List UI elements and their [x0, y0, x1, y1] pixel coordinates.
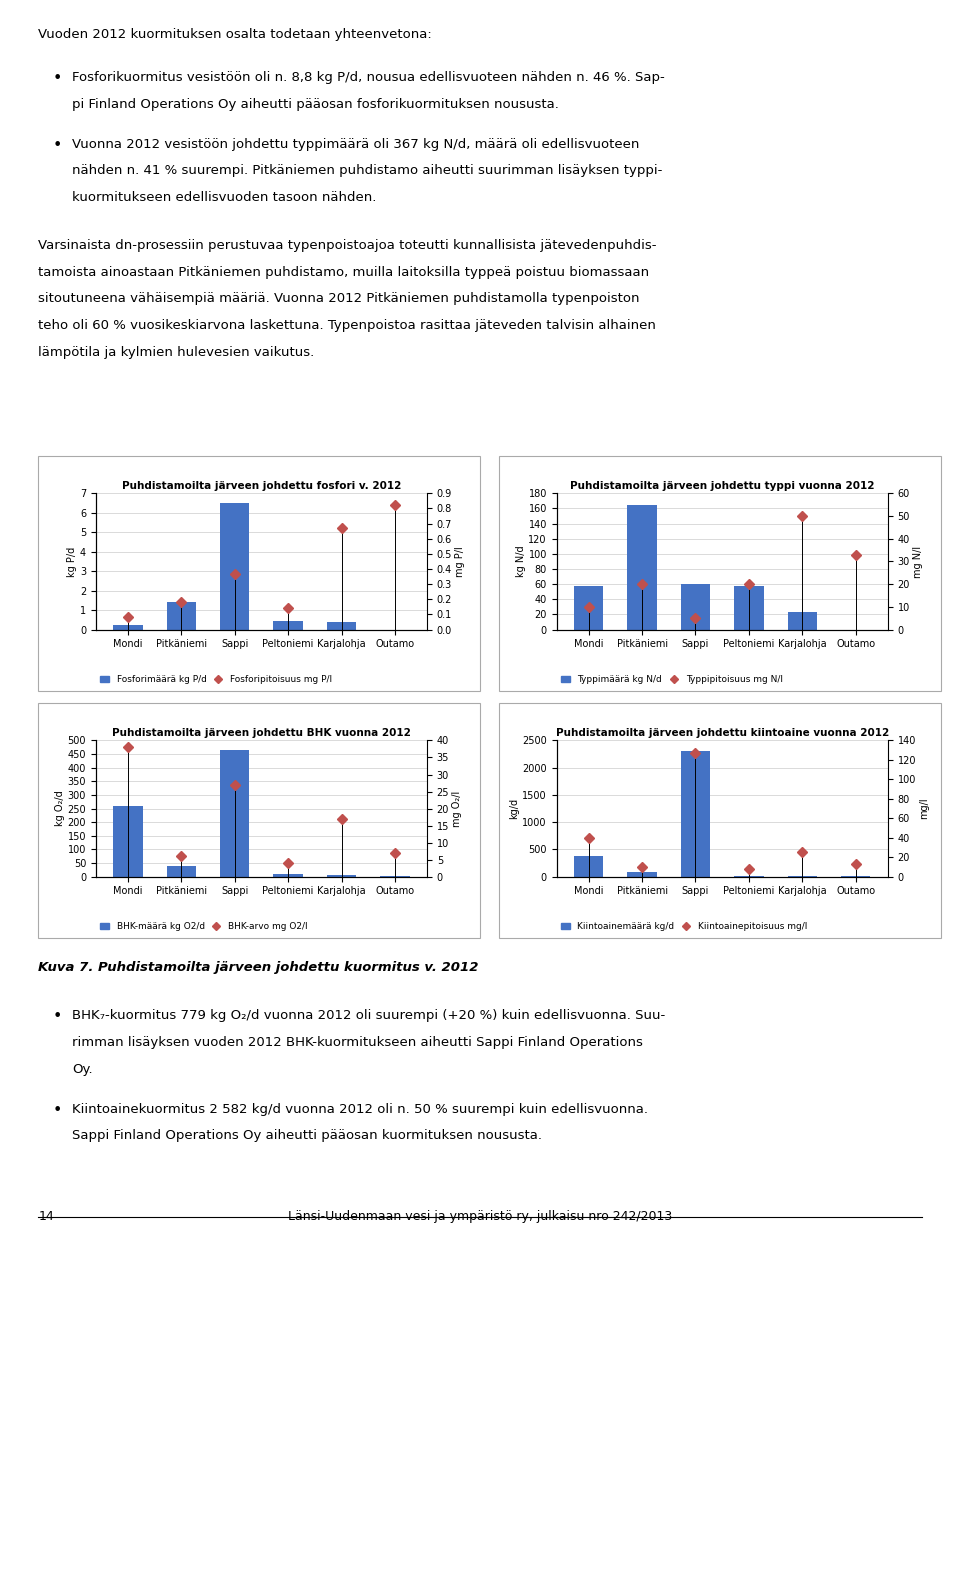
Title: Puhdistamoilta järveen johdettu typpi vuonna 2012: Puhdistamoilta järveen johdettu typpi vu… — [570, 482, 875, 491]
Bar — [681, 752, 710, 877]
Bar — [220, 750, 250, 877]
Text: pi Finland Operations Oy aiheutti pääosan fosforikuormituksen noususta.: pi Finland Operations Oy aiheutti pääosa… — [72, 97, 559, 110]
Y-axis label: mg/l: mg/l — [919, 797, 929, 819]
Bar — [681, 584, 710, 629]
Text: BHK₇-kuormitus 779 kg O₂/d vuonna 2012 oli suurempi (+20 %) kuin edellisvuonna. : BHK₇-kuormitus 779 kg O₂/d vuonna 2012 o… — [72, 1009, 665, 1023]
Text: Sappi Finland Operations Oy aiheutti pääosan kuormituksen noususta.: Sappi Finland Operations Oy aiheutti pää… — [72, 1130, 542, 1142]
Legend: Kiintoainemäärä kg/d, Kiintoainepitoisuus mg/l: Kiintoainemäärä kg/d, Kiintoainepitoisuu… — [562, 923, 807, 930]
Legend: Fosforimäärä kg P/d, Fosforipitoisuus mg P/l: Fosforimäärä kg P/d, Fosforipitoisuus mg… — [101, 675, 332, 684]
Legend: BHK-määrä kg O2/d, BHK-arvo mg O2/l: BHK-määrä kg O2/d, BHK-arvo mg O2/l — [101, 923, 308, 930]
Text: nähden n. 41 % suurempi. Pitkäniemen puhdistamo aiheutti suurimman lisäyksen typ: nähden n. 41 % suurempi. Pitkäniemen puh… — [72, 165, 662, 177]
Text: •: • — [53, 1009, 62, 1025]
Text: sitoutuneena vähäisempiä määriä. Vuonna 2012 Pitkäniemen puhdistamolla typenpois: sitoutuneena vähäisempiä määriä. Vuonna … — [38, 292, 640, 306]
Bar — [574, 585, 603, 629]
Text: Vuonna 2012 vesistöön johdettu typpimäärä oli 367 kg N/d, määrä oli edellisvuote: Vuonna 2012 vesistöön johdettu typpimäär… — [72, 138, 639, 151]
Text: Vuoden 2012 kuormituksen osalta todetaan yhteenvetona:: Vuoden 2012 kuormituksen osalta todetaan… — [38, 28, 432, 41]
Text: Fosforikuormitus vesistöön oli n. 8,8 kg P/d, nousua edellisvuoteen nähden n. 46: Fosforikuormitus vesistöön oli n. 8,8 kg… — [72, 71, 664, 83]
Title: Puhdistamoilta järveen johdettu fosfori v. 2012: Puhdistamoilta järveen johdettu fosfori … — [122, 482, 401, 491]
Bar — [113, 624, 142, 629]
Bar — [787, 612, 817, 629]
Bar — [574, 857, 603, 877]
Y-axis label: mg P/l: mg P/l — [455, 546, 465, 577]
Text: Varsinaista dn-prosessiin perustuvaa typenpoistoajoa toteutti kunnallisista jäte: Varsinaista dn-prosessiin perustuvaa typ… — [38, 238, 657, 253]
Text: •: • — [53, 71, 62, 86]
Text: rimman lisäyksen vuoden 2012 BHK-kuormitukseen aiheutti Sappi Finland Operations: rimman lisäyksen vuoden 2012 BHK-kuormit… — [72, 1036, 643, 1050]
Text: •: • — [53, 1103, 62, 1117]
Bar — [274, 621, 302, 629]
Title: Puhdistamoilta järveen johdettu kiintoaine vuonna 2012: Puhdistamoilta järveen johdettu kiintoai… — [556, 728, 889, 739]
Bar — [628, 505, 657, 629]
Text: •: • — [53, 138, 62, 152]
Bar — [113, 806, 142, 877]
Bar — [274, 874, 302, 877]
Text: kuormitukseen edellisvuoden tasoon nähden.: kuormitukseen edellisvuoden tasoon nähde… — [72, 191, 376, 204]
Legend: Typpimäärä kg N/d, Typpipitoisuus mg N/l: Typpimäärä kg N/d, Typpipitoisuus mg N/l — [562, 675, 782, 684]
Title: Puhdistamoilta järveen johdettu BHK vuonna 2012: Puhdistamoilta järveen johdettu BHK vuon… — [112, 728, 411, 739]
Text: lämpötila ja kylmien hulevesien vaikutus.: lämpötila ja kylmien hulevesien vaikutus… — [38, 345, 315, 359]
Bar — [734, 585, 763, 629]
Text: Oy.: Oy. — [72, 1062, 92, 1076]
Text: tamoista ainoastaan Pitkäniemen puhdistamo, muilla laitoksilla typpeä poistuu bi: tamoista ainoastaan Pitkäniemen puhdista… — [38, 265, 650, 279]
Bar — [220, 504, 250, 629]
Bar — [167, 602, 196, 629]
Text: Länsi-Uudenmaan vesi ja ympäristö ry, julkaisu nro 242/2013: Länsi-Uudenmaan vesi ja ympäristö ry, ju… — [288, 1210, 672, 1224]
Bar — [628, 872, 657, 877]
Y-axis label: kg O₂/d: kg O₂/d — [55, 791, 64, 827]
Text: Kuva 7. Puhdistamoilta järveen johdettu kuormitus v. 2012: Kuva 7. Puhdistamoilta järveen johdettu … — [38, 962, 479, 974]
Y-axis label: mg O₂/l: mg O₂/l — [452, 791, 462, 827]
Y-axis label: kg/d: kg/d — [510, 799, 519, 819]
Text: Kiintoainekuormitus 2 582 kg/d vuonna 2012 oli n. 50 % suurempi kuin edellisvuon: Kiintoainekuormitus 2 582 kg/d vuonna 20… — [72, 1103, 648, 1116]
Y-axis label: kg P/d: kg P/d — [67, 546, 77, 576]
Y-axis label: mg N/l: mg N/l — [913, 546, 923, 577]
Y-axis label: kg N/d: kg N/d — [516, 546, 526, 577]
Bar — [167, 866, 196, 877]
Bar — [326, 874, 356, 877]
Bar — [326, 623, 356, 629]
Text: teho oli 60 % vuosikeskiarvona laskettuna. Typenpoistoa rasittaa jäteveden talvi: teho oli 60 % vuosikeskiarvona laskettun… — [38, 319, 657, 333]
Text: 14: 14 — [38, 1210, 54, 1224]
